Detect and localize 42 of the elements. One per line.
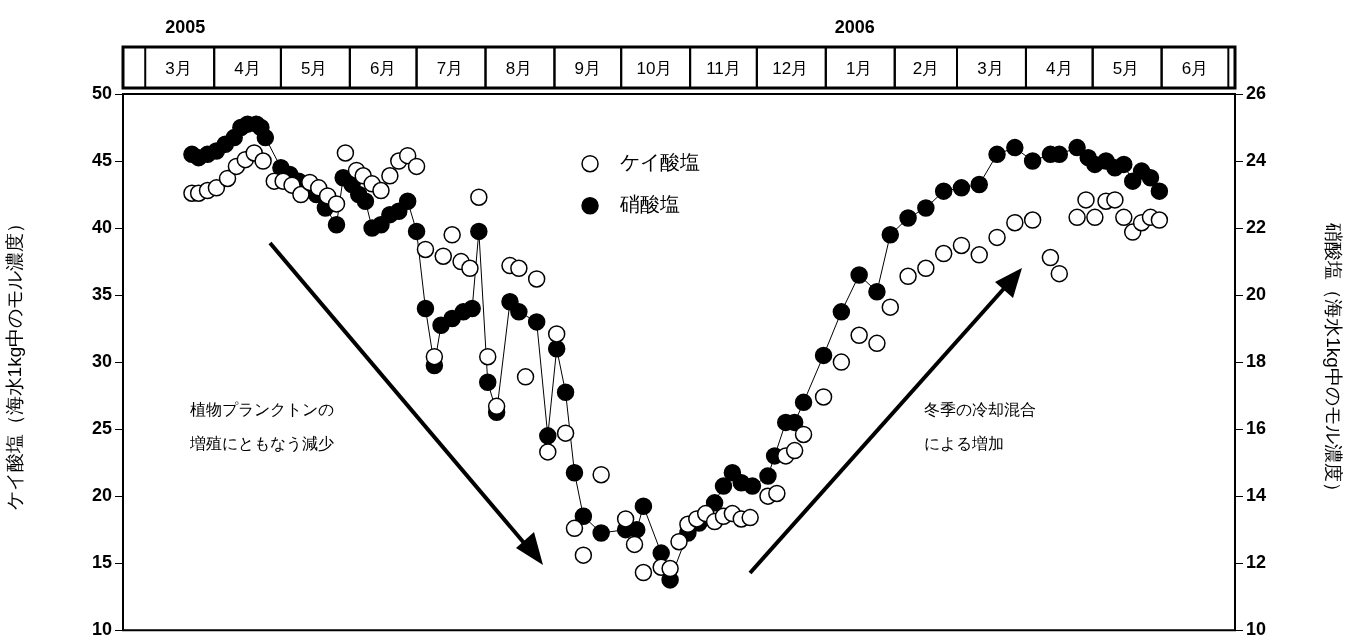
x-tick-label: 8月 — [505, 59, 533, 79]
y2-tick-label: 18 — [1246, 351, 1267, 372]
x-tick-label: 3月 — [165, 59, 192, 79]
y2-tick-label: 16 — [1246, 418, 1267, 439]
y-tick-label: 40 — [91, 217, 112, 238]
y2-tick-label: 12 — [1246, 552, 1267, 573]
x-tick-label: 4月 — [234, 59, 261, 79]
x-tick-label: 4月 — [1046, 59, 1073, 79]
text: 2006 — [834, 16, 875, 37]
y-tick-label: 45 — [91, 149, 112, 170]
annotation: 植物プランクトンの増殖にともなう減少 — [188, 400, 334, 453]
y-tick-label: 30 — [91, 351, 112, 372]
x-tick-label: 12月 — [772, 59, 809, 79]
y2-axis-title: 硝酸塩（海水1kg中のモル濃度） — [1323, 222, 1345, 501]
y-tick-label: 20 — [91, 485, 112, 506]
y-tick-label: 15 — [91, 552, 112, 573]
x-tick-label: 11月 — [706, 59, 741, 79]
x-tick-label: 1月 — [845, 59, 873, 79]
y2-tick-label: 22 — [1246, 217, 1267, 238]
y-tick-label: 25 — [91, 418, 112, 439]
y2-tick-label: 20 — [1246, 284, 1267, 305]
legend-label: 硝酸塩 — [619, 193, 681, 216]
x-tick-label: 3月 — [977, 59, 1004, 79]
y2-tick-label: 24 — [1246, 149, 1267, 170]
y-tick-label: 35 — [91, 284, 112, 305]
legend-label: ケイ酸塩 — [620, 151, 701, 174]
y-tick-label: 50 — [91, 82, 112, 103]
y2-tick-label: 10 — [1246, 619, 1267, 640]
text: 2005 — [165, 16, 206, 37]
x-tick-label: 6月 — [369, 59, 397, 79]
y2-tick-label: 26 — [1246, 82, 1267, 103]
y-axis-title: ケイ酸塩（海水1kg中のモル濃度） — [3, 213, 25, 511]
x-tick-label: 2月 — [912, 59, 940, 79]
x-tick-label: 10月 — [636, 59, 673, 79]
y-tick-label: 10 — [91, 619, 112, 640]
y2-tick-label: 14 — [1246, 485, 1267, 506]
x-tick-label: 6月 — [1181, 59, 1209, 79]
x-tick-label: 5月 — [1112, 59, 1140, 79]
annotation: 冬季の冷却混合による増加 — [923, 400, 1036, 452]
x-tick-label: 7月 — [436, 59, 464, 79]
x-tick-label: 5月 — [301, 59, 328, 79]
x-tick-label: 9月 — [574, 59, 602, 79]
